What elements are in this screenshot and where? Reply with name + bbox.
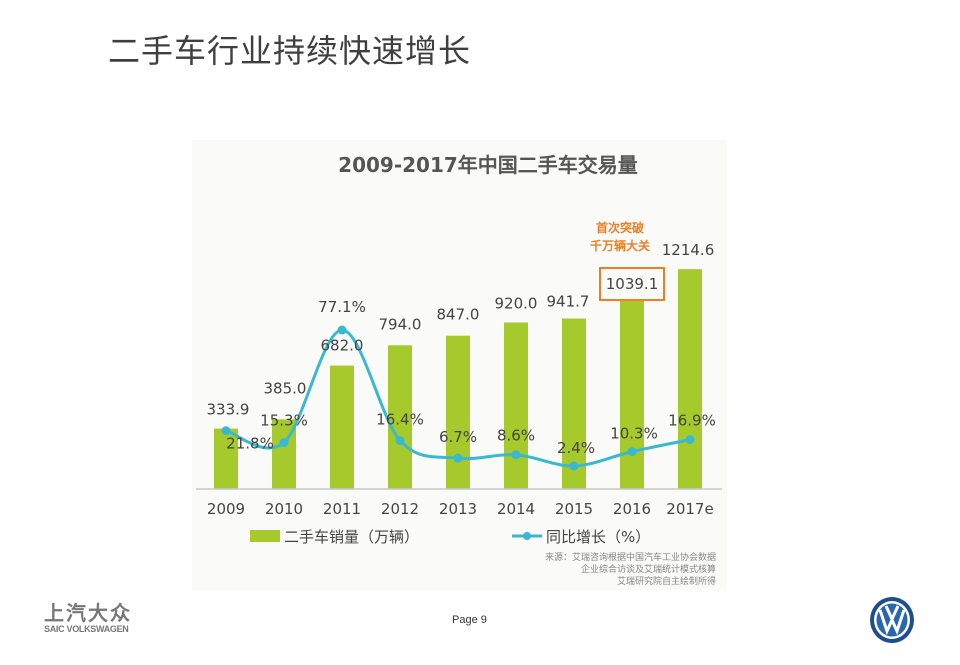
x-tick-2011: 2011 [323, 500, 361, 518]
bar-2014 [504, 322, 528, 489]
growth-point-2009 [221, 426, 231, 436]
x-tick-2012: 2012 [381, 500, 419, 518]
annotation-line1: 首次突破 [596, 220, 644, 235]
x-tick-2014: 2014 [497, 500, 535, 518]
growth-point-2013 [453, 453, 463, 463]
growth-label-2010: 15.3% [260, 412, 308, 430]
growth-label-2014: 8.6% [497, 427, 535, 445]
bar-2017e [678, 269, 702, 489]
source-line-1: 来源：艾瑞咨询根据中国汽车工业协会数据 [545, 551, 716, 563]
bar-value-label-2013: 847.0 [437, 306, 480, 324]
chart-title: 2009-2017年中国二手车交易量 [338, 153, 638, 177]
growth-label-2016: 10.3% [610, 425, 658, 443]
bar-value-label-2017e: 1214.6 [662, 241, 715, 259]
x-tick-2015: 2015 [555, 500, 593, 518]
legend-line-marker [523, 532, 531, 540]
bar-2012 [388, 345, 412, 489]
bar-2015 [562, 318, 586, 489]
legend-line-label: 同比增长（%） [546, 528, 650, 546]
x-tick-2016: 2016 [613, 500, 651, 518]
growth-label-2017e: 16.9% [668, 412, 716, 430]
growth-label-2009: 21.8% [226, 435, 274, 453]
saic-logo-en: SAIC VOLKSWAGEN [44, 624, 129, 634]
page-number: Page 9 [452, 614, 487, 626]
bar-value-label-2015: 941.7 [547, 293, 590, 311]
growth-label-2012: 16.4% [376, 411, 424, 429]
growth-point-2011 [337, 325, 347, 335]
bar-value-label-2009: 333.9 [207, 401, 250, 419]
bar-2009 [214, 428, 238, 489]
x-tick-2017e: 2017e [666, 500, 713, 518]
saic-logo-cn: 上汽大众 [44, 601, 132, 625]
slide-title: 二手车行业持续快速增长 [108, 32, 472, 70]
legend-bar-label: 二手车销量（万辆） [284, 528, 419, 546]
bar-value-label-2012: 794.0 [379, 315, 422, 333]
growth-line [225, 328, 691, 468]
source-line-2: 企业综合访谈及艾瑞统计模式核算 [581, 563, 716, 575]
source-line-3: 艾瑞研究院自主绘制所得 [617, 575, 716, 587]
growth-label-2015: 2.4% [557, 439, 595, 457]
annotation-line2: 千万辆大关 [590, 238, 650, 253]
legend-bar-swatch [250, 530, 280, 542]
bar-value-label-2011: 682.0 [321, 337, 364, 355]
bar-value-label-2014: 920.0 [495, 294, 538, 312]
bar-2011 [330, 365, 354, 489]
x-tick-2013: 2013 [439, 500, 477, 518]
bar-2016 [620, 300, 644, 489]
growth-point-2016 [627, 447, 637, 457]
growth-point-2015 [569, 461, 579, 471]
bar-value-label-2016: 1039.1 [606, 275, 659, 293]
bar-2013 [446, 335, 470, 489]
x-tick-2010: 2010 [265, 500, 303, 518]
x-tick-2009: 2009 [207, 500, 245, 518]
growth-point-2014 [511, 450, 521, 460]
growth-point-2012 [395, 436, 405, 446]
growth-label-2011: 77.1% [318, 298, 366, 316]
annotation-box [599, 267, 665, 301]
growth-point-2017e [685, 435, 695, 445]
bar-value-label-2010: 385.0 [264, 379, 307, 397]
growth-label-2013: 6.7% [439, 428, 477, 446]
saic-volkswagen-logo: 上汽大众 SAIC VOLKSWAGEN [44, 602, 132, 634]
growth-point-2010 [279, 438, 289, 448]
vw-logo [870, 597, 914, 643]
